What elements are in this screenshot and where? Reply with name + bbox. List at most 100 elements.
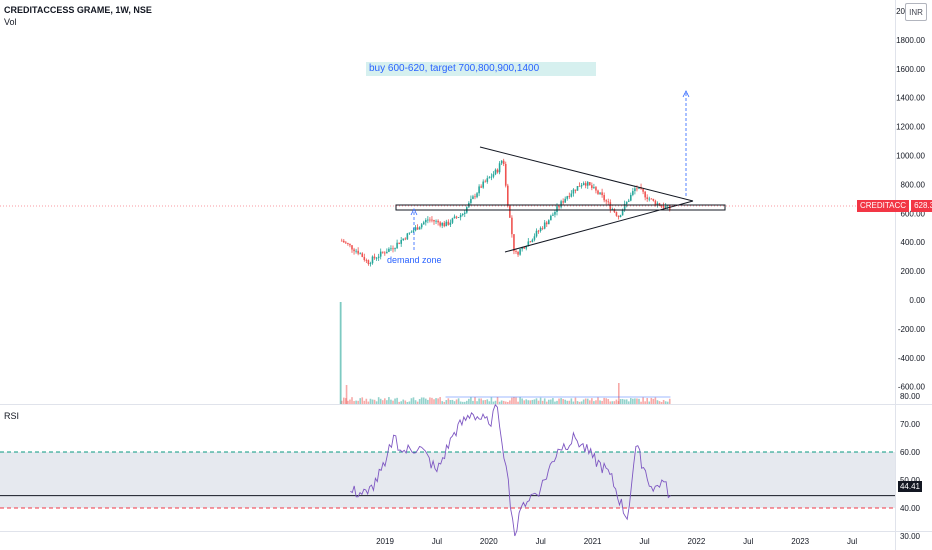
- volume-bar: [640, 401, 642, 404]
- price-axis-tick-label: 200.00: [901, 267, 926, 276]
- currency-badge[interactable]: INR: [905, 3, 927, 21]
- demand-zone-label[interactable]: demand zone: [387, 255, 442, 265]
- volume-bar: [568, 400, 571, 404]
- volume-bar: [607, 399, 610, 404]
- candle-body: [396, 242, 398, 249]
- volume-bar: [388, 397, 390, 404]
- volume-bar: [642, 397, 644, 404]
- volume-bar: [390, 399, 392, 404]
- candle-body: [564, 198, 566, 203]
- volume-bar: [558, 398, 560, 404]
- candle-body: [404, 238, 407, 240]
- volume-bar: [425, 398, 427, 404]
- candle-body: [627, 200, 630, 202]
- candle-body: [586, 182, 589, 186]
- volume-bar: [410, 398, 413, 404]
- candle-body: [494, 169, 497, 175]
- volume-bar: [437, 398, 439, 404]
- price-tag-value: 628.35: [911, 200, 932, 212]
- time-axis-tick-label: 2021: [584, 537, 602, 546]
- candle-body: [392, 248, 394, 250]
- candle-body: [621, 210, 624, 216]
- volume-bar: [552, 398, 554, 404]
- candle-body: [568, 196, 571, 197]
- volume-bar: [408, 401, 411, 404]
- volume-bar: [638, 398, 640, 404]
- volume-bar: [347, 400, 349, 404]
- candle-body: [656, 203, 659, 205]
- candle-body: [379, 251, 382, 257]
- volume-bar: [373, 399, 376, 404]
- volume-bar: [578, 401, 581, 404]
- volume-bar: [548, 399, 550, 404]
- time-axis-tick-label: Jul: [743, 537, 753, 546]
- volume-bar: [539, 397, 542, 404]
- volume-bar: [406, 401, 409, 404]
- candle-body: [480, 186, 482, 188]
- volume-bar: [656, 400, 659, 404]
- candle-body: [638, 187, 640, 189]
- candle-body: [443, 222, 446, 227]
- price-axis-tick-label: 0.00: [909, 296, 925, 305]
- volume-spike: [339, 302, 342, 404]
- volume-bar: [420, 397, 423, 404]
- time-axis-tick-label: Jul: [847, 537, 857, 546]
- volume-bar: [595, 400, 597, 404]
- rsi-band: [0, 452, 895, 508]
- volume-bar: [343, 397, 345, 404]
- volume-bar: [463, 401, 466, 404]
- volume-bar: [664, 401, 667, 404]
- volume-bar: [349, 399, 351, 404]
- time-axis-tick-label: 2022: [688, 537, 706, 546]
- volume-bar: [496, 397, 499, 404]
- volume-bar: [504, 401, 507, 404]
- volume-bar: [484, 400, 487, 404]
- candle-body: [511, 217, 513, 235]
- volume-bar: [480, 398, 482, 404]
- candle-body: [654, 200, 657, 205]
- candle-body: [642, 188, 644, 192]
- volume-bar: [533, 399, 536, 404]
- volume-bar: [377, 397, 380, 404]
- trade-note-annotation[interactable]: buy 600-620, target 700,800,900,1400: [366, 62, 596, 76]
- volume-bar: [586, 398, 589, 404]
- volume-bar: [562, 399, 564, 404]
- candle-body: [345, 242, 347, 244]
- candle-body: [554, 212, 556, 215]
- candle-body: [433, 220, 435, 222]
- candle-body: [461, 213, 464, 216]
- candle-body: [533, 236, 536, 240]
- candle-body: [644, 191, 646, 198]
- volume-bar: [521, 398, 523, 404]
- candle-body: [630, 194, 632, 201]
- candle-body: [597, 190, 599, 194]
- volume-bar: [353, 401, 355, 404]
- volume-bar: [453, 401, 456, 404]
- price-axis-tick-label: 800.00: [901, 180, 926, 189]
- candle-body: [353, 249, 355, 252]
- volume-bar: [490, 397, 493, 404]
- candle-body: [658, 203, 661, 206]
- volume-bar: [648, 401, 651, 404]
- candle-body: [550, 215, 552, 221]
- candle-body: [582, 183, 585, 186]
- volume-bar: [445, 400, 448, 404]
- candle-body: [625, 201, 628, 205]
- candle-body: [578, 186, 581, 187]
- volume-bar: [511, 397, 513, 404]
- candle-body: [349, 243, 351, 246]
- volume-bar: [650, 397, 653, 404]
- volume-bar: [355, 400, 357, 404]
- candle-body: [406, 233, 409, 240]
- volume-bar: [386, 400, 388, 404]
- last-price-tag: CREDITACC 628.35: [857, 200, 932, 212]
- candle-body: [422, 222, 425, 225]
- candle-body: [648, 198, 651, 200]
- volume-bar: [597, 397, 599, 404]
- volume-bar: [519, 397, 521, 404]
- volume-bar: [529, 400, 532, 404]
- candle-body: [398, 242, 400, 244]
- time-axis-tick-label: Jul: [432, 537, 442, 546]
- candle-body: [632, 191, 634, 195]
